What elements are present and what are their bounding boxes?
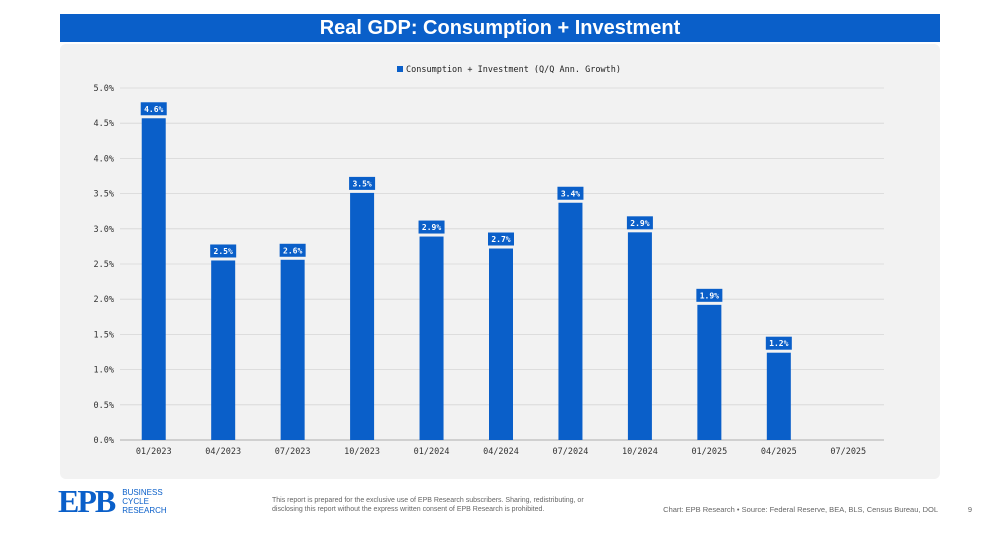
x-tick-label: 10/2024 xyxy=(622,447,658,457)
y-tick-label: 0.5% xyxy=(94,401,114,411)
y-tick-label: 4.5% xyxy=(94,119,114,129)
bar xyxy=(211,260,236,440)
x-tick-label: 07/2024 xyxy=(553,447,589,457)
y-tick-label: 2.0% xyxy=(94,295,114,305)
data-label-box xyxy=(696,288,723,302)
x-tick-label: 04/2025 xyxy=(761,447,797,457)
bar xyxy=(489,248,513,440)
y-tick-label: 3.0% xyxy=(94,225,114,235)
data-label: 2.6% xyxy=(283,246,302,255)
y-tick-label: 2.5% xyxy=(94,260,114,270)
source-note: Chart: EPB Research • Source: Federal Re… xyxy=(663,505,938,514)
bar-chart: Consumption + Investment (Q/Q Ann. Growt… xyxy=(94,65,884,457)
y-tick-label: 1.0% xyxy=(94,366,114,376)
x-tick-label: 10/2023 xyxy=(344,447,380,457)
chart-panel: Consumption + Investment (Q/Q Ann. Growt… xyxy=(60,44,940,479)
bar xyxy=(697,304,722,440)
bar xyxy=(419,236,444,440)
y-tick-label: 1.5% xyxy=(94,330,114,340)
bar xyxy=(350,192,375,440)
x-tick-label: 07/2023 xyxy=(275,447,311,457)
data-label-box xyxy=(626,216,653,230)
logo-line-1: BUSINESS xyxy=(122,487,163,497)
data-label: 3.5% xyxy=(352,179,371,188)
page-number: 9 xyxy=(967,505,972,514)
bar xyxy=(558,202,583,440)
y-tick-label: 3.5% xyxy=(94,190,114,200)
disclaimer: This report is prepared for the exclusiv… xyxy=(272,496,632,514)
data-label-box xyxy=(488,232,514,246)
x-tick-label: 04/2023 xyxy=(205,447,241,457)
logo-mark: EPB xyxy=(58,483,116,519)
bar xyxy=(141,118,166,440)
logo-text: BUSINESS CYCLE RESEARCH xyxy=(122,488,166,515)
page-title: Real GDP: Consumption + Investment xyxy=(60,14,940,42)
logo-line-3: RESEARCH xyxy=(122,505,167,515)
x-tick-label: 07/2025 xyxy=(830,447,866,457)
x-tick-label: 01/2023 xyxy=(136,447,172,457)
data-label: 2.9% xyxy=(422,223,441,232)
data-label-box xyxy=(279,243,306,257)
x-tick-label: 01/2025 xyxy=(691,447,727,457)
disclaimer-line-1: This report is prepared for the exclusiv… xyxy=(272,497,584,504)
data-label: 1.2% xyxy=(769,339,788,348)
data-label: 3.4% xyxy=(561,189,580,198)
y-tick-label: 0.0% xyxy=(94,436,114,446)
y-tick-label: 4.0% xyxy=(94,154,114,164)
data-label-box xyxy=(557,186,584,200)
data-label: 1.9% xyxy=(700,291,719,300)
disclaimer-line-2: disclosing this report without the expre… xyxy=(272,506,545,513)
epb-logo: EPB BUSINESS CYCLE RESEARCH xyxy=(58,483,167,519)
x-tick-label: 01/2024 xyxy=(414,447,450,457)
logo-line-2: CYCLE xyxy=(122,496,149,506)
data-label-box xyxy=(140,102,167,116)
data-label-box xyxy=(349,176,376,190)
x-tick-label: 04/2024 xyxy=(483,447,519,457)
data-label: 2.9% xyxy=(630,219,649,228)
y-tick-label: 5.0% xyxy=(94,84,114,94)
data-label: 2.5% xyxy=(214,247,233,256)
data-label-box xyxy=(210,244,237,258)
legend-label: Consumption + Investment (Q/Q Ann. Growt… xyxy=(406,65,621,75)
bar xyxy=(766,352,791,440)
bar xyxy=(280,259,305,440)
data-label-box xyxy=(765,336,792,350)
legend-swatch xyxy=(397,66,403,72)
data-label: 2.7% xyxy=(491,235,510,244)
data-label: 4.6% xyxy=(144,105,163,114)
data-label-box xyxy=(418,220,445,234)
bar xyxy=(627,232,652,440)
